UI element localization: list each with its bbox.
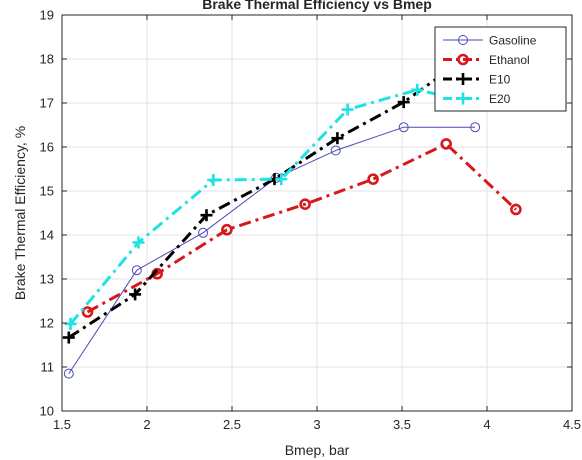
x-tick-label: 3.5 (393, 417, 411, 432)
data-point-e10 (200, 209, 213, 222)
series-line-ethanol (86, 142, 517, 314)
legend-item-ethanol: Ethanol (443, 53, 530, 67)
y-tick-label: 11 (41, 360, 55, 375)
y-tick-label: 15 (40, 184, 54, 199)
data-point-ethanol (81, 306, 94, 318)
legend-marker-e10 (457, 73, 469, 85)
legend-item-e20: E20 (443, 92, 511, 106)
x-axis-label: Bmep, bar (285, 442, 350, 458)
data-point-gasoline (131, 265, 142, 276)
legend-marker-gasoline (458, 35, 468, 45)
data-point-ethanol (299, 198, 311, 210)
data-point-e10 (397, 96, 410, 109)
y-axis-label: Brake Thermal Efficiency, % (12, 126, 28, 300)
data-point-e20 (132, 236, 145, 249)
legend: Gasoline Ethanol E10 E20 (434, 26, 567, 112)
series-gasoline (63, 122, 481, 379)
data-point-gasoline (398, 122, 409, 133)
x-tick-label: 4 (483, 417, 490, 432)
data-point-e20 (411, 83, 424, 96)
y-tick-label: 16 (40, 140, 54, 155)
series-layer (62, 57, 522, 379)
data-point-gasoline (330, 145, 341, 156)
y-tick-label: 19 (40, 8, 54, 23)
legend-marker-e20 (457, 92, 469, 105)
x-tick-label: 2 (143, 417, 150, 432)
data-point-gasoline (198, 227, 209, 238)
legend-marker-ethanol (457, 53, 469, 66)
x-tick-label: 1.5 (53, 417, 71, 432)
x-tick-label: 3 (313, 417, 320, 432)
data-point-e10 (331, 132, 344, 145)
x-tick-label: 4.5 (563, 417, 581, 432)
chart-title: Brake Thermal Efficiency vs Bmep (202, 0, 432, 12)
data-point-e20 (64, 317, 77, 330)
data-point-e20 (207, 174, 220, 186)
y-tick-label: 13 (40, 272, 54, 287)
legend-item-e10: E10 (443, 73, 511, 87)
y-tick-label: 14 (40, 228, 54, 243)
data-point-gasoline (470, 122, 481, 133)
legend-label-e10: E10 (489, 73, 511, 87)
series-line-gasoline (68, 126, 476, 374)
legend-label-ethanol: Ethanol (489, 53, 530, 67)
data-point-e20 (341, 103, 354, 116)
data-point-ethanol (440, 138, 453, 150)
legend-item-gasoline: Gasoline (443, 34, 537, 48)
data-point-ethanol (367, 173, 379, 185)
y-tick-label: 17 (40, 96, 54, 111)
y-tick-label: 12 (40, 316, 54, 331)
data-point-ethanol (510, 203, 522, 216)
legend-label-gasoline: Gasoline (489, 34, 537, 48)
y-tick-label: 18 (40, 52, 54, 67)
data-point-ethanol (221, 223, 233, 236)
legend-label-e20: E20 (489, 92, 511, 106)
ticks: 1.5 2 2.5 3 3.5 4 4.5 10 11 12 13 14 15 16 17 18 19 (40, 8, 582, 433)
x-tick-label: 2.5 (223, 417, 241, 432)
data-point-e10 (62, 331, 75, 344)
data-point-e20 (275, 173, 288, 186)
data-point-gasoline (63, 368, 74, 379)
data-point-e10 (129, 288, 142, 301)
y-tick-label: 10 (40, 404, 54, 419)
